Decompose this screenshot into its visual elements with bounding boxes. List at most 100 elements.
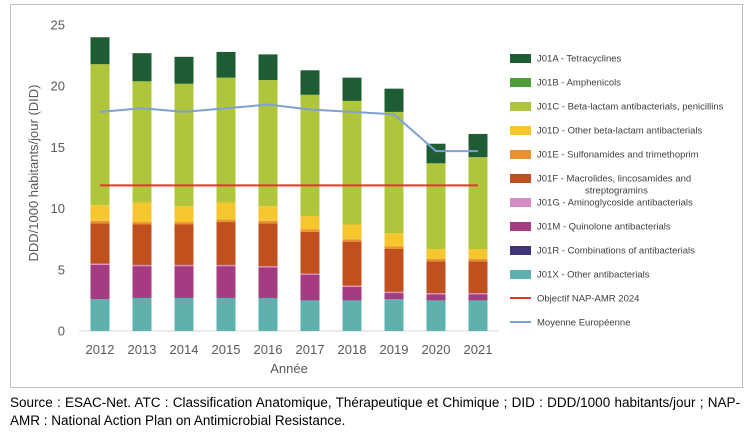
legend-label: Objectif NAP-AMR 2024 (537, 294, 639, 305)
bar-segment (216, 77, 236, 203)
reference-lines (99, 103, 478, 187)
bar-segment (174, 222, 194, 225)
bar-segment (174, 266, 194, 298)
bar-segment (258, 223, 278, 267)
bar-segment (300, 300, 320, 331)
axes: 0 5 10 15 20 25 2012 2013 2014 2015 2016 2017 2018 20… (51, 18, 499, 357)
bar-segment (426, 293, 446, 295)
bar-segment (426, 258, 446, 262)
x-tick-label: 2020 (422, 342, 451, 357)
bar-segment (258, 266, 278, 268)
bar-segment (90, 204, 110, 221)
legend-swatch (510, 150, 531, 159)
legend-label: J01B - Amphenicols (537, 78, 621, 89)
bar-segment (468, 300, 488, 331)
bar-segment (258, 267, 278, 298)
bar-segment (468, 133, 488, 158)
bar-segment (384, 88, 404, 112)
legend-label: Moyenne Européenne (537, 318, 631, 329)
bar-segment (90, 223, 110, 264)
bar-segment (468, 261, 488, 294)
chart-frame: 0 5 10 15 20 25 2012 2013 2014 2015 2016 2017 2018 20… (10, 4, 743, 388)
x-tick-label: 2012 (86, 342, 115, 357)
legend-label: J01A - Tetracyclines (537, 54, 622, 65)
bar-segment (426, 294, 446, 301)
bar-segment (468, 157, 488, 249)
legend-label: J01G - Aminoglycoside antibacterials (537, 198, 693, 209)
bar-segment (174, 297, 194, 331)
x-tick-label: 2021 (464, 342, 493, 357)
x-tick-label: 2014 (170, 342, 199, 357)
bar-segment (90, 64, 110, 205)
y-tick-label: 0 (58, 324, 65, 339)
bar-segment (216, 297, 236, 331)
bar-segment (174, 264, 194, 267)
y-tick-label: 5 (58, 262, 65, 277)
bar-segment (132, 53, 152, 82)
bar-segment (300, 274, 320, 301)
stacked-bar-chart: 0 5 10 15 20 25 2012 2013 2014 2015 2016 2017 2018 20… (26, 18, 724, 377)
bar-segment (132, 224, 152, 265)
legend-swatch (510, 246, 531, 255)
bar-segment (258, 220, 278, 224)
bar-segment (300, 215, 320, 230)
bar-segment (300, 94, 320, 216)
legend-label: J01D - Other beta-lactam antibacterials (537, 126, 703, 137)
bar-segment (300, 231, 320, 274)
bar-segment (132, 297, 152, 331)
x-tick-label: 2015 (212, 342, 241, 357)
bar-segment (90, 37, 110, 65)
bar-segment (216, 202, 236, 220)
x-tick-label: 2017 (296, 342, 325, 357)
bar-segment (300, 273, 320, 275)
legend-swatch (510, 222, 531, 231)
bar-segment (258, 54, 278, 81)
bar-segment (300, 70, 320, 95)
bar-segment (426, 261, 446, 294)
bar-segment (384, 246, 404, 249)
bar-segment (90, 263, 110, 265)
bar-segment (342, 285, 362, 287)
legend-label: J01E - Sulfonamides and trimethoprim (537, 150, 699, 161)
bar-segment (468, 294, 488, 301)
bar-segment (342, 100, 362, 225)
bar-segment (342, 241, 362, 286)
bar-segment (216, 266, 236, 298)
bar-segment (468, 248, 488, 259)
bar-segment (468, 293, 488, 295)
x-tick-label: 2013 (128, 342, 157, 357)
bar-segment (174, 83, 194, 207)
bar-segment (90, 220, 110, 224)
bar-segment (342, 286, 362, 301)
bar-segment (132, 81, 152, 203)
legend-label: J01C - Beta-lactam antibacterials, penic… (537, 102, 724, 113)
bar-segment (342, 77, 362, 101)
bar-segment (468, 258, 488, 262)
bar-segment (216, 222, 236, 265)
bar-segment (90, 299, 110, 331)
bar-segment (174, 224, 194, 265)
bar-segment (258, 206, 278, 221)
bar-segment (384, 248, 404, 292)
legend-label: J01M - Quinolone antibacterials (537, 222, 671, 233)
bar-segment (132, 266, 152, 298)
y-tick-label: 10 (51, 201, 65, 216)
bars (90, 37, 488, 331)
legend-swatch (510, 270, 531, 279)
bar-segment (426, 163, 446, 249)
bar-segment (132, 264, 152, 267)
bar-segment (216, 51, 236, 78)
legend-swatch (510, 126, 531, 135)
bar-segment (300, 229, 320, 232)
legend-label: J01X - Other antibacterials (537, 270, 650, 281)
legend-swatch (510, 54, 531, 63)
bar-segment (216, 219, 236, 223)
series-line (99, 103, 478, 153)
bar-segment (216, 264, 236, 267)
x-tick-label: 2018 (338, 342, 367, 357)
source-note: Source : ESAC-Net. ATC : Classification … (10, 395, 740, 428)
y-tick-label: 15 (51, 140, 65, 155)
bar-segment (132, 202, 152, 223)
legend: J01A - Tetracyclines J01B - Amphenicols J0… (510, 54, 724, 329)
legend-label: J01R - Combinations of antibacterials (537, 246, 695, 257)
